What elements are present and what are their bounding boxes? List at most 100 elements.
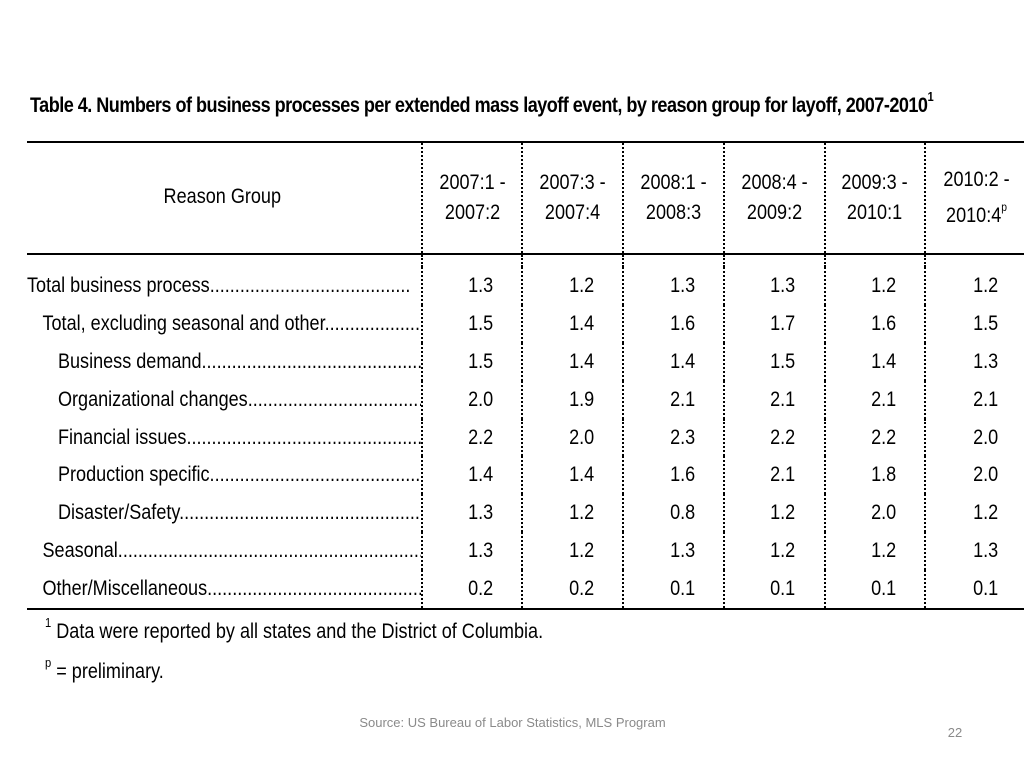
- cell-value: 1.4: [669, 349, 695, 373]
- cell-value: 1.2: [972, 273, 998, 297]
- leader-dots: [210, 463, 422, 486]
- table-row: Disaster/Safety 1.3 1.2 0.8 1.2 2.0 1.2: [27, 494, 1024, 533]
- row-label: Production specific: [57, 463, 210, 487]
- cell-value: 1.2: [871, 273, 897, 297]
- column-header-period: 2010:2 -2010:4p: [924, 141, 1024, 255]
- table-spacer-row: [27, 254, 1024, 267]
- cell-value: 1.6: [669, 463, 695, 487]
- value-cell: 1.4: [622, 342, 724, 381]
- value-cell: 0.2: [420, 570, 523, 611]
- row-label-cell: Organizational changes: [27, 381, 422, 419]
- cell-value: 2.1: [669, 387, 695, 411]
- column-header-period: 2008:4 -2009:2: [722, 141, 825, 255]
- value-cell: 1.2: [722, 494, 825, 533]
- cell-value: 2.0: [972, 425, 998, 449]
- value-cell: 2.2: [722, 418, 825, 457]
- cell-value: 1.2: [770, 501, 796, 525]
- value-cell: 1.2: [521, 532, 624, 571]
- cell-value: 2.3: [669, 425, 695, 449]
- cell-value: 0.1: [871, 577, 897, 601]
- value-cell: 1.4: [521, 456, 624, 495]
- cell-value: 1.4: [569, 311, 595, 335]
- leader-dots: [248, 388, 422, 411]
- value-cell: 2.0: [823, 494, 926, 533]
- cell-value: 1.2: [871, 539, 897, 563]
- row-label-cell: Business demand: [27, 343, 422, 381]
- cell-value: 1.8: [871, 463, 897, 487]
- cell-value: 2.0: [569, 425, 595, 449]
- cell-value: 0.1: [669, 577, 695, 601]
- page-number: 22: [947, 725, 963, 740]
- value-cell: 2.1: [722, 380, 825, 419]
- value-cell: 2.0: [521, 418, 624, 457]
- value-cell: 1.3: [420, 494, 523, 533]
- value-cell: 2.3: [622, 418, 724, 457]
- table-header-row: Reason Group 2007:1 -2007:2 2007:3 -2007…: [27, 141, 1024, 255]
- cell-value: 2.2: [770, 425, 796, 449]
- value-cell: 2.0: [924, 418, 1024, 457]
- footnote-text: = preliminary.: [51, 660, 164, 683]
- row-label: Total, excluding seasonal and other: [42, 311, 325, 335]
- cell-value: 1.6: [669, 311, 695, 335]
- value-cell: 1.5: [420, 304, 523, 343]
- value-cell: 1.3: [622, 532, 724, 571]
- table-row: Total business process 1.3 1.2 1.3 1.3 1.2 1.2: [27, 267, 1024, 305]
- value-cell: 1.7: [722, 304, 825, 343]
- data-table-wrapper: Reason Group 2007:1 -2007:2 2007:3 -2007…: [27, 141, 1024, 611]
- cell-value: 1.3: [468, 501, 494, 525]
- value-cell: 2.0: [420, 380, 523, 419]
- row-label-cell: Total business process: [27, 267, 422, 305]
- source-citation: Source: US Bureau of Labor Statistics, M…: [359, 715, 666, 730]
- row-label-cell: Seasonal: [27, 532, 421, 570]
- value-cell: 1.6: [823, 304, 926, 343]
- value-cell: 0.1: [924, 570, 1024, 611]
- table-row: Seasonal 1.3 1.2 1.3 1.2 1.2 1.3: [27, 532, 1024, 571]
- leader-dots: [207, 577, 422, 600]
- cell-value: 0.8: [669, 501, 695, 525]
- value-cell: 1.2: [521, 267, 624, 305]
- value-cell: 2.2: [420, 418, 523, 457]
- leader-dots: [325, 312, 422, 335]
- cell-value: 1.3: [669, 273, 695, 297]
- value-cell: 0.1: [622, 570, 724, 611]
- value-cell: 1.8: [823, 456, 926, 495]
- cell-value: 1.3: [669, 539, 695, 563]
- cell-value: 1.3: [972, 539, 998, 563]
- cell-value: 2.1: [770, 463, 796, 487]
- value-cell: 0.8: [622, 494, 724, 533]
- row-label-cell: Other/Miscellaneous: [27, 570, 422, 611]
- cell-value: 1.4: [468, 463, 494, 487]
- table-title-text: Table 4. Numbers of business processes p…: [30, 94, 928, 117]
- value-cell: 2.1: [823, 380, 926, 419]
- table-row: Other/Miscellaneous 0.2 0.2 0.1 0.1 0.1 0.1: [27, 570, 1024, 611]
- column-header-period: 2009:3 -2010:1: [823, 141, 926, 255]
- cell-value: 1.4: [871, 349, 897, 373]
- row-label: Other/Miscellaneous: [42, 577, 208, 601]
- data-table: Reason Group 2007:1 -2007:2 2007:3 -2007…: [27, 141, 1024, 611]
- row-label-cell: Total, excluding seasonal and other: [27, 305, 422, 343]
- cell-value: 2.1: [770, 387, 796, 411]
- cell-value: 1.2: [569, 501, 595, 525]
- row-label: Organizational changes: [57, 387, 248, 411]
- value-cell: 1.2: [823, 267, 926, 305]
- value-cell: 1.3: [924, 342, 1024, 381]
- table-row: Business demand 1.5 1.4 1.4 1.5 1.4 1.3: [27, 342, 1024, 381]
- cell-value: 1.3: [972, 349, 998, 373]
- cell-value: 2.2: [871, 425, 897, 449]
- leader-dots: [202, 350, 422, 373]
- cell-value: 0.1: [770, 577, 796, 601]
- footnote-text: Data were reported by all states and the…: [51, 620, 544, 643]
- row-label: Financial issues: [57, 425, 187, 449]
- value-cell: 1.5: [420, 342, 523, 381]
- column-header-period: 2007:1 -2007:2: [420, 141, 523, 255]
- value-cell: 1.9: [521, 380, 624, 419]
- cell-value: 1.9: [569, 387, 595, 411]
- table-row: Financial issues 2.2 2.0 2.3 2.2 2.2 2.0: [27, 418, 1024, 457]
- cell-value: 2.2: [468, 425, 494, 449]
- value-cell: 1.6: [622, 456, 724, 495]
- table-title: Table 4. Numbers of business processes p…: [30, 89, 934, 118]
- value-cell: 1.5: [924, 304, 1024, 343]
- cell-value: 1.3: [468, 539, 494, 563]
- cell-value: 2.1: [972, 387, 998, 411]
- row-label: Seasonal: [42, 539, 118, 563]
